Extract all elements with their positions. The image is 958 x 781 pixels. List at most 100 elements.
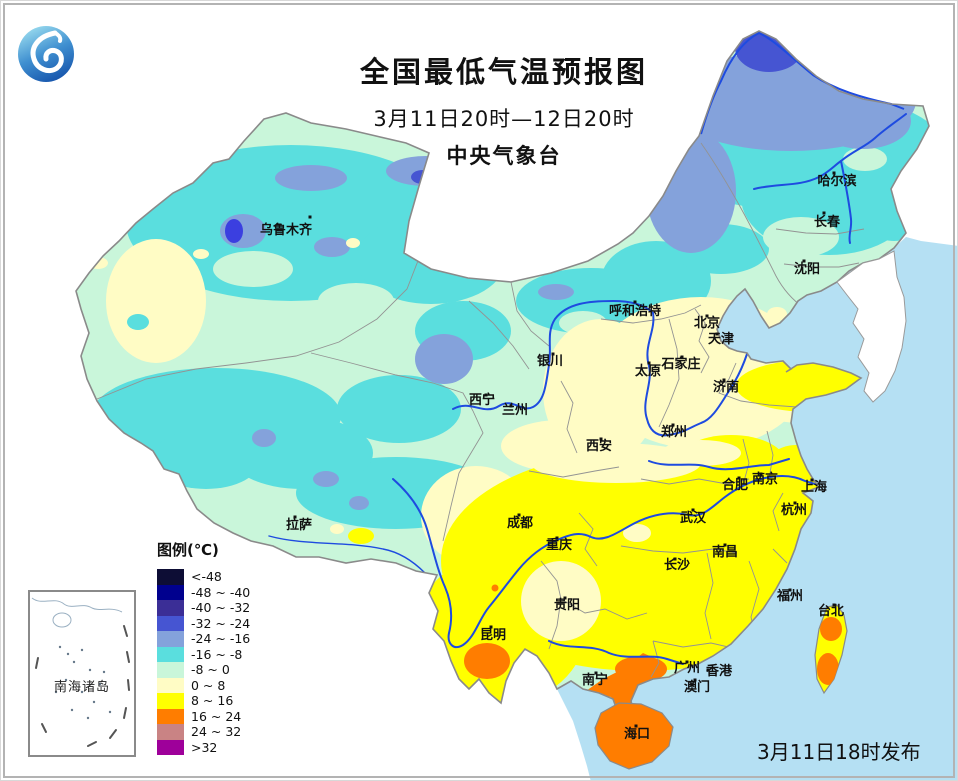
city-label-昆明: 昆明 (480, 627, 506, 643)
city-label-重庆: 重庆 (546, 537, 572, 553)
city-dot-西宁 (484, 393, 488, 397)
city-label-海口: 海口 (624, 726, 650, 742)
city-dot-乌鲁木齐 (308, 215, 312, 219)
legend-swatch (157, 739, 184, 755)
city-dot-广州 (685, 660, 689, 664)
city-label-台北: 台北 (818, 603, 844, 619)
sea-area (557, 237, 957, 780)
cma-logo-icon (18, 26, 74, 82)
legend-swatch (157, 677, 184, 693)
city-dot-长沙 (673, 557, 677, 561)
legend-range-label: <-48 (191, 569, 222, 585)
city-label-南京: 南京 (752, 471, 778, 487)
legend-item: -16 ~ -8 (157, 646, 250, 662)
city-dot-呼和浩特 (633, 300, 637, 304)
city-dot-南宁 (594, 671, 598, 675)
city-label-西安: 西安 (586, 438, 612, 454)
legend: 图例(℃) <-48 -48 ~ -40 -40 ~ -32 -32 ~ -24 -24… (157, 539, 250, 755)
city-dot-合肥 (737, 476, 741, 480)
city-label-福州: 福州 (776, 588, 803, 604)
legend-item: >32 (157, 739, 250, 755)
inset-map (31, 597, 130, 747)
city-label-杭州: 杭州 (781, 502, 807, 518)
city-label-沈阳: 沈阳 (794, 261, 820, 277)
city-dot-海口 (634, 724, 638, 728)
city-dot-台北 (832, 603, 836, 607)
city-label-南宁: 南宁 (582, 672, 608, 688)
city-dot-福州 (788, 588, 792, 592)
city-label-贵阳: 贵阳 (554, 597, 580, 613)
forecast-period: 3月11日20时—12日20时 (373, 107, 635, 131)
city-dot-上海 (810, 478, 814, 482)
city-dot-银川 (551, 352, 555, 356)
city-dot-成都 (517, 513, 521, 517)
city-label-成都: 成都 (507, 515, 533, 531)
title-block: 全国最低气温预报图 3月11日20时—12日20时 中央气象台 (61, 49, 947, 170)
city-label-合肥: 合肥 (722, 477, 748, 493)
city-dot-太原 (647, 361, 651, 365)
legend-swatch (157, 708, 184, 724)
city-dot-沈阳 (802, 259, 806, 263)
legend-range-label: -48 ~ -40 (191, 584, 251, 600)
legend-swatch (157, 631, 184, 647)
legend-range-label: -24 ~ -16 (191, 631, 251, 647)
inset-label: 南海诸岛 (53, 680, 110, 695)
city-label-乌鲁木齐: 乌鲁木齐 (260, 222, 313, 238)
city-label-银川: 银川 (537, 353, 563, 369)
city-dot-南昌 (723, 543, 727, 547)
legend-item: -48 ~ -40 (157, 584, 251, 600)
city-dot-拉萨 (293, 515, 297, 519)
city-label-石家庄: 石家庄 (660, 356, 700, 372)
legend-range-label: -16 ~ -8 (191, 646, 243, 662)
taiwan-island (814, 604, 848, 695)
city-label-南昌: 南昌 (712, 544, 738, 560)
city-dot-香港 (706, 668, 710, 672)
city-dot-长春 (822, 211, 826, 215)
city-dot-贵阳 (563, 596, 567, 600)
city-dot-重庆 (555, 536, 559, 540)
legend-swatch (157, 662, 184, 678)
legend-title: 图例(℃) (157, 541, 219, 559)
legend-swatch (157, 693, 184, 709)
legend-range-label: -8 ~ 0 (191, 662, 230, 678)
city-label-拉萨: 拉萨 (286, 517, 312, 533)
legend-item: 16 ~ 24 (157, 708, 250, 724)
city-label-天津: 天津 (708, 331, 734, 347)
city-label-西宁: 西宁 (469, 392, 495, 408)
city-label-兰州: 兰州 (502, 402, 528, 418)
amur-river (700, 31, 905, 135)
legend-swatch (157, 646, 184, 662)
south-china-sea-inset: 南海诸岛 (28, 590, 136, 757)
legend-item: -40 ~ -32 (157, 600, 250, 616)
legend-range-label: -40 ~ -32 (191, 600, 251, 616)
legend-item: -8 ~ 0 (157, 662, 250, 678)
hainan-island (594, 702, 674, 770)
city-dot-昆明 (489, 625, 493, 629)
city-label-香港: 香港 (705, 663, 733, 679)
city-label-哈尔滨: 哈尔滨 (817, 173, 856, 189)
legend-item: 0 ~ 8 (157, 677, 250, 693)
city-dot-西安 (599, 437, 603, 441)
city-label-长春: 长春 (814, 214, 841, 230)
city-label-上海: 上海 (801, 479, 827, 495)
city-label-济南: 济南 (713, 379, 739, 395)
legend-items: <-48 -48 ~ -40 -40 ~ -32 -32 ~ -24 -24 ~ -16… (157, 569, 250, 755)
agency-name: 中央气象台 (446, 144, 562, 168)
legend-range-label: 16 ~ 24 (191, 708, 242, 724)
legend-item: -32 ~ -24 (157, 615, 250, 631)
city-label-太原: 太原 (634, 363, 661, 379)
city-dot-北京 (705, 314, 709, 318)
release-time: 3月11日18时发布 (757, 740, 921, 764)
legend-swatch (157, 615, 184, 631)
legend-swatch (157, 600, 184, 616)
china-outline (75, 30, 930, 725)
city-dot-武汉 (691, 508, 695, 512)
city-label-武汉: 武汉 (680, 510, 707, 526)
legend-item: 8 ~ 16 (157, 693, 250, 709)
legend-item: 24 ~ 32 (157, 724, 250, 740)
city-dot-杭州 (793, 501, 797, 505)
legend-swatch (157, 584, 184, 600)
